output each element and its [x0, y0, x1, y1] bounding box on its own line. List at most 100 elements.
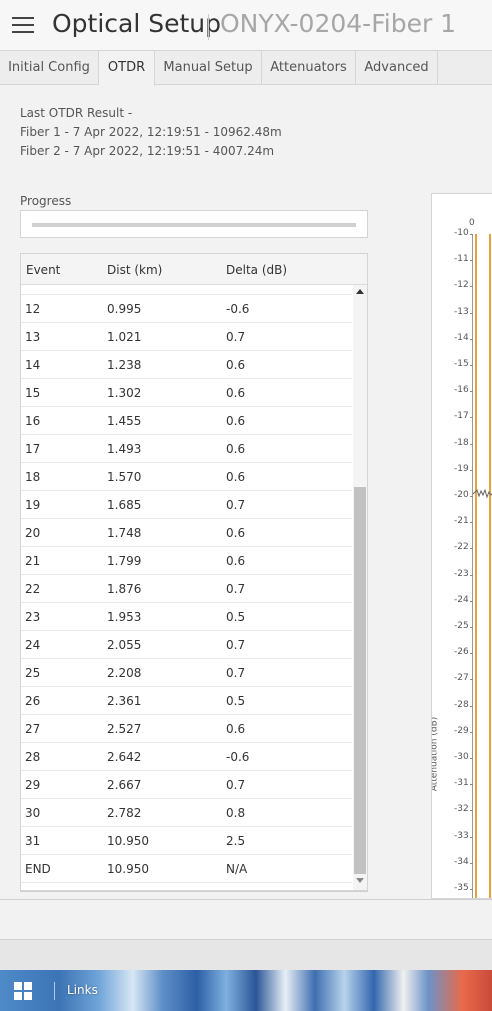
event-marker-cursor[interactable] [489, 234, 491, 898]
column-header-delta[interactable]: Delta (dB) [226, 263, 288, 277]
table-row[interactable]: 13 1.021 0.7 [21, 323, 352, 351]
table-row[interactable]: 12 0.995 -0.6 [21, 295, 352, 323]
windows-logo-icon[interactable] [14, 982, 32, 1000]
dist-cell: 1.876 [107, 582, 142, 596]
last-result-heading: Last OTDR Result - [20, 106, 133, 120]
links-toolbar[interactable]: Links [67, 983, 98, 997]
delta-cell: 0.6 [226, 442, 246, 456]
y-axis-tick-mark [470, 522, 473, 524]
dist-cell: 2.361 [107, 694, 142, 708]
y-axis-tick-label: -34 [454, 856, 469, 867]
event-cell: 28 [25, 750, 41, 764]
delta-cell: 2.5 [226, 834, 246, 848]
header-bar: Optical Setup ONYX-0204-Fiber 1 [0, 0, 492, 50]
dist-cell: 1.748 [107, 526, 142, 540]
hamburger-menu-icon[interactable] [12, 16, 34, 34]
table-row[interactable]: 19 1.685 0.7 [21, 491, 352, 519]
column-header-dist[interactable]: Dist (km) [107, 263, 163, 277]
delta-cell: 0.7 [226, 498, 246, 512]
y-axis-tick-mark [470, 705, 473, 707]
delta-cell: 0.6 [226, 358, 246, 372]
event-cell: 20 [25, 526, 41, 540]
table-footer-divider [20, 891, 368, 899]
delta-cell: 0.8 [226, 285, 245, 288]
y-axis-tick-label: -35 [454, 883, 469, 893]
dist-cell: 1.570 [107, 470, 142, 484]
y-axis-tick-label: -11 [454, 254, 469, 265]
event-cell: 27 [25, 722, 41, 736]
delta-cell: 0.6 [226, 414, 246, 428]
x-axis-tick-label: 0 [469, 218, 475, 228]
table-scrollbar[interactable] [353, 285, 367, 890]
table-row[interactable]: 25 2.208 0.7 [21, 659, 352, 687]
table-row[interactable]: 23 1.953 0.5 [21, 603, 352, 631]
table-row[interactable]: 20 1.748 0.6 [21, 519, 352, 547]
table-row[interactable]: 16 1.455 0.6 [21, 407, 352, 435]
y-axis-tick-mark [470, 391, 473, 393]
tab-otdr[interactable]: OTDR [99, 51, 155, 86]
table-row[interactable]: 21 1.799 0.6 [21, 547, 352, 575]
progress-label: Progress [20, 194, 72, 208]
event-cell: 11 [25, 285, 40, 288]
event-cell: 25 [25, 666, 41, 680]
table-row[interactable]: 17 1.493 0.6 [21, 435, 352, 463]
table-row[interactable]: END 10.950 N/A [21, 855, 352, 883]
dist-cell: 0.995 [107, 302, 142, 316]
tab-advanced[interactable]: Advanced [356, 51, 438, 85]
table-row[interactable]: 28 2.642 -0.6 [21, 743, 352, 771]
tab-manual-setup[interactable]: Manual Setup [155, 51, 262, 85]
y-axis-tick-label: -23 [454, 568, 469, 579]
taskbar-divider [54, 982, 55, 1000]
y-axis-tick-label: -18 [454, 437, 469, 448]
column-header-event[interactable]: Event [26, 263, 61, 277]
table-row[interactable]: 27 2.527 0.6 [21, 715, 352, 743]
table-row[interactable]: 31 10.950 2.5 [21, 827, 352, 855]
y-axis-tick-mark [470, 758, 473, 759]
delta-cell: 0.8 [226, 806, 246, 820]
y-axis-tick-mark [470, 627, 473, 628]
y-axis-tick-label: -29 [454, 725, 469, 736]
event-cell: 23 [25, 610, 41, 624]
delta-cell: 0.6 [226, 470, 246, 484]
y-axis-tick-label: -12 [454, 280, 469, 291]
event-cell: 31 [25, 834, 41, 848]
delta-cell: 0.6 [226, 554, 246, 568]
y-axis-tick-mark [470, 365, 473, 366]
delta-cell: N/A [226, 862, 248, 876]
event-cell: 29 [25, 778, 41, 792]
y-axis-line [472, 234, 473, 898]
y-axis-tick-label: -27 [454, 673, 469, 684]
dist-cell: 1.685 [107, 498, 142, 512]
tab-attenuators[interactable]: Attenuators [262, 51, 356, 85]
y-axis-tick-mark [470, 653, 473, 655]
table-row[interactable]: 29 2.667 0.7 [21, 771, 352, 799]
delta-cell: 0.7 [226, 666, 246, 680]
scroll-up-arrow-icon[interactable] [356, 289, 364, 294]
table-row[interactable]: 15 1.302 0.6 [21, 379, 352, 407]
table-row[interactable]: 14 1.238 0.6 [21, 351, 352, 379]
title-divider [208, 14, 209, 40]
table-row[interactable]: 11 0.817 0.8 [21, 285, 352, 295]
delta-cell: 0.7 [226, 330, 246, 344]
fiber1-result: Fiber 1 - 7 Apr 2022, 12:19:51 - 10962.4… [20, 125, 282, 139]
last-otdr-result: Last OTDR Result - Fiber 1 - 7 Apr 2022,… [20, 104, 282, 161]
delta-cell: 0.7 [226, 582, 246, 596]
otdr-trace-chart: 0 Attenuation (dB) -10 -11 -12 -13 -14 -15 -16… [431, 193, 492, 899]
tab-initial-config[interactable]: Initial Config [0, 51, 99, 85]
y-axis-tick-label: -16 [454, 385, 469, 396]
scroll-down-arrow-icon[interactable] [356, 878, 364, 883]
y-axis-tick-mark [470, 548, 473, 550]
table-row[interactable]: 26 2.361 0.5 [21, 687, 352, 715]
scroll-thumb[interactable] [354, 487, 366, 874]
table-row[interactable]: 18 1.570 0.6 [21, 463, 352, 491]
y-axis-tick-mark [470, 784, 473, 786]
table-row[interactable]: 22 1.876 0.7 [21, 575, 352, 603]
device-name: ONYX-0204-Fiber 1 [220, 9, 457, 38]
y-axis-tick-label: -26 [454, 647, 469, 658]
table-row[interactable]: 30 2.782 0.8 [21, 799, 352, 827]
table-row[interactable]: 24 2.055 0.7 [21, 631, 352, 659]
y-axis-tick-label: -25 [454, 621, 469, 631]
y-axis-tick-mark [470, 338, 473, 340]
event-marker-start[interactable] [475, 234, 477, 898]
